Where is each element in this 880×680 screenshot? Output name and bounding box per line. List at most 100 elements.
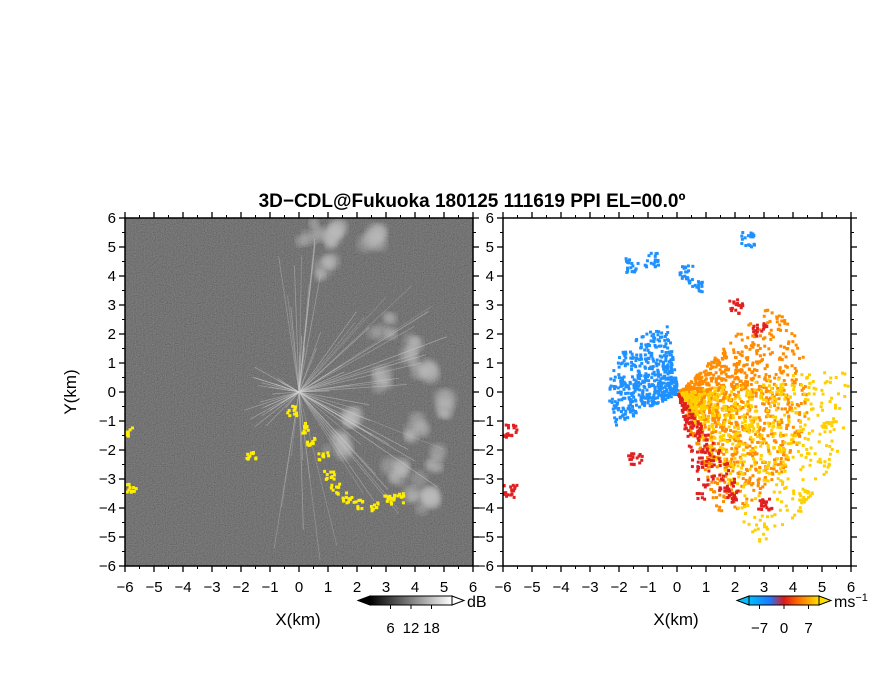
velocity-cell: [723, 486, 727, 490]
velocity-cell: [699, 397, 703, 401]
velocity-cell: [712, 463, 716, 467]
velocity-cell: [805, 489, 809, 493]
velocity-cell: [713, 421, 717, 425]
velocity-cell: [661, 364, 665, 368]
velocity-cell: [609, 377, 613, 381]
velocity-cell: [637, 381, 641, 385]
velocity-cell: [735, 361, 739, 365]
velocity-cell: [745, 374, 749, 378]
velocity-cell: [821, 392, 825, 396]
velocity-cell: [809, 402, 813, 406]
velocity-cell: [796, 346, 800, 350]
velocity-cell: [754, 468, 758, 472]
velocity-cell: [690, 386, 694, 390]
velocity-cell: [748, 415, 752, 419]
velocity-cell: [741, 231, 745, 235]
velocity-cell: [804, 398, 808, 402]
velocity-cell: [703, 485, 707, 489]
velocity-cell: [786, 477, 790, 481]
clutter-ray: [298, 384, 407, 393]
velocity-cell: [734, 395, 738, 399]
clutter-cell: [129, 490, 133, 494]
velocity-cell: [685, 399, 689, 403]
velocity-cell: [737, 472, 741, 476]
velocity-cell: [683, 402, 687, 406]
velocity-cell: [636, 369, 640, 373]
velocity-cell: [755, 334, 759, 338]
velocity-cell: [820, 388, 824, 392]
velocity-cell: [788, 395, 792, 399]
clutter-ray: [254, 366, 300, 393]
right-y-tick-label: 2: [486, 326, 494, 343]
velocity-cell: [703, 422, 707, 426]
velocity-cell: [732, 363, 736, 367]
velocity-cell: [763, 482, 767, 486]
velocity-cell: [732, 460, 736, 464]
velocity-cell: [635, 353, 639, 357]
velocity-cell: [751, 448, 755, 452]
velocity-cell: [737, 506, 741, 510]
velocity-cell: [752, 233, 756, 237]
velocity-cell: [626, 391, 630, 395]
velocity-cell: [613, 416, 617, 420]
velocity-cell: [779, 479, 783, 483]
velocity-cell: [739, 383, 743, 387]
velocity-cell: [710, 379, 714, 383]
velocity-cell: [652, 359, 656, 363]
velocity-cell: [690, 413, 694, 417]
velocity-cell: [760, 506, 764, 510]
clutter-cell: [393, 493, 397, 497]
velocity-cell: [737, 303, 741, 307]
clutter-cell: [336, 485, 340, 489]
right-x-tick-label: −6: [494, 579, 511, 596]
velocity-cell: [748, 407, 752, 411]
velocity-cell: [782, 379, 786, 383]
velocity-cell: [716, 482, 720, 486]
velocity-cell: [700, 449, 704, 453]
velocity-cell: [638, 377, 642, 381]
velocity-cell: [627, 387, 631, 391]
velocity-cell: [723, 351, 727, 355]
velocity-cell: [793, 334, 797, 338]
velocity-cell: [507, 426, 511, 430]
velocity-cell: [622, 352, 626, 356]
velocity-cell: [806, 398, 810, 402]
velocity-cell: [695, 405, 699, 409]
velocity-cell: [665, 389, 669, 393]
velocity-cell: [792, 388, 796, 392]
velocity-cell: [698, 383, 702, 387]
velocity-cell: [639, 398, 643, 402]
clutter-ray: [272, 391, 300, 395]
velocity-cell: [760, 441, 764, 445]
velocity-cell: [742, 520, 746, 524]
velocity-cell: [822, 423, 826, 427]
velocity-cell: [728, 299, 732, 303]
velocity-cell: [779, 328, 783, 332]
velocity-cell: [699, 377, 703, 381]
clutter-cell: [369, 504, 373, 508]
velocity-cell: [736, 350, 740, 354]
velocity-cell: [772, 490, 776, 494]
clutter-cell: [375, 506, 379, 510]
velocity-cell: [684, 385, 688, 389]
velocity-cell: [666, 330, 670, 334]
velocity-cell: [514, 424, 518, 428]
velocity-cell: [747, 404, 751, 408]
velocity-cell: [749, 231, 753, 235]
velocity-cell: [636, 373, 640, 377]
velocity-cell: [730, 457, 734, 461]
colorbar-tick-label: 12: [403, 620, 420, 637]
velocity-cell: [773, 439, 777, 443]
velocity-cell: [722, 452, 726, 456]
velocity-cell: [703, 425, 707, 429]
velocity-cell: [646, 361, 650, 365]
velocity-cell: [785, 454, 789, 458]
velocity-cell: [723, 468, 727, 472]
right-y-tick-label: −2: [477, 442, 494, 459]
velocity-cell: [814, 387, 818, 391]
velocity-cell: [739, 370, 743, 374]
clutter-cell: [392, 495, 396, 499]
velocity-cell: [748, 444, 752, 448]
velocity-cell: [621, 379, 625, 383]
velocity-cell: [764, 415, 768, 419]
